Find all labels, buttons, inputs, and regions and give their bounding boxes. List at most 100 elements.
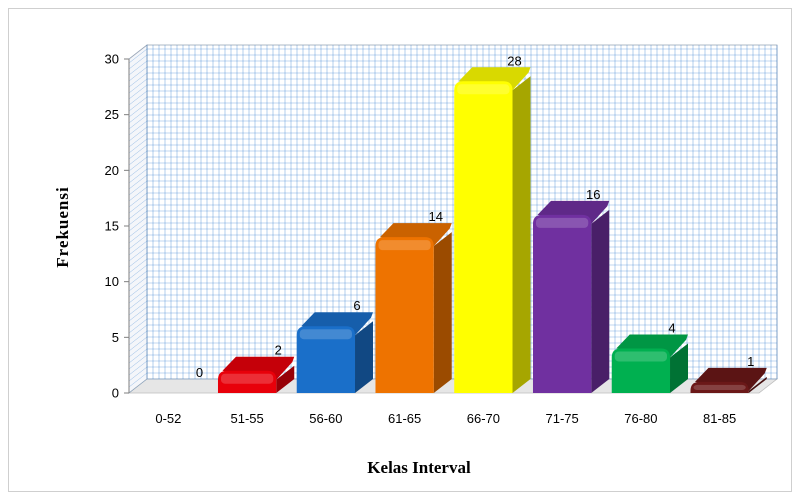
gridline-side: [128, 162, 148, 178]
bar-front-face: [375, 237, 434, 393]
gridline-side: [128, 60, 148, 76]
gridline-side: [128, 180, 148, 196]
gridline-side: [128, 84, 148, 100]
gridline-side: [128, 210, 148, 226]
data-label: 1: [747, 354, 754, 369]
bar-side-face: [512, 76, 531, 394]
data-label: 4: [668, 320, 675, 335]
gridline-side: [128, 300, 148, 316]
bar-61-65: [375, 223, 452, 393]
bar-56-60: [296, 312, 374, 393]
gridline-side: [128, 66, 148, 82]
bar-side-face: [433, 232, 452, 393]
x-tick-label: 61-65: [388, 411, 421, 426]
bar-chart: 0 2 6 14 28 16 4 1 0 5 10 15 20 25 30 0-52 51-55 56-60 6…: [53, 44, 779, 477]
bar-top-face: [694, 367, 767, 391]
gridline-side: [128, 78, 148, 94]
bar-side-face: [748, 376, 767, 393]
y-tick-label: 20: [105, 163, 119, 178]
gridline-side: [128, 294, 148, 310]
gridline-side: [128, 336, 148, 352]
gridline-side: [128, 192, 148, 208]
gridline-side: [128, 276, 148, 292]
y-axis-ticks: 0 5 10 15 20 25 30: [105, 52, 130, 401]
bar-gloss: [693, 384, 746, 390]
gridline-side: [128, 246, 148, 262]
gridline-side: [128, 54, 148, 70]
gridline-side: [128, 360, 148, 376]
gridline-side: [128, 222, 148, 238]
gridline-side: [128, 120, 148, 136]
bar-side-face: [591, 209, 610, 393]
bar-76-80: [611, 334, 689, 393]
bar-front-face: [454, 81, 513, 394]
x-tick-label: 56-60: [309, 411, 342, 426]
gridline-side: [128, 378, 148, 394]
data-label: 14: [429, 209, 443, 224]
gridline-side: [128, 168, 148, 184]
bar-front-face: [296, 326, 356, 393]
gridline-side: [128, 234, 148, 250]
gridline-side: [128, 270, 148, 286]
data-label: 16: [586, 187, 600, 202]
bar-gloss: [614, 351, 668, 362]
y-axis-title: Frekuensi: [53, 186, 72, 267]
bar-front-face: [611, 348, 671, 393]
gridline-side: [128, 264, 148, 280]
gridline-side: [128, 348, 148, 364]
bar-top-face: [458, 67, 531, 91]
gridline-side: [128, 156, 148, 172]
y-tick-label: 15: [105, 219, 119, 234]
data-label: 0: [196, 365, 203, 380]
bar-front-face: [217, 370, 277, 393]
gridline-side: [128, 330, 148, 346]
bar-top-face: [379, 223, 452, 247]
bar-top-face: [537, 200, 610, 224]
gridline-side: [128, 72, 148, 88]
gridline-side: [128, 282, 148, 298]
data-labels: 0 2 6 14 28 16 4 1: [196, 53, 754, 380]
x-tick-label: 51-55: [231, 411, 264, 426]
x-axis-title: Kelas Interval: [367, 458, 471, 477]
y-tick-label: 0: [112, 386, 119, 401]
x-tick-label: 81-85: [703, 411, 736, 426]
bar-front-face: [690, 381, 749, 393]
gridline-side: [128, 150, 148, 166]
bar-top-face: [222, 356, 295, 380]
bars: [217, 67, 767, 394]
gridline-side: [128, 138, 148, 154]
y-tick-label: 10: [105, 274, 119, 289]
y-tick-label: 5: [112, 330, 119, 345]
gridline-side: [128, 342, 148, 358]
x-tick-label: 0-52: [155, 411, 181, 426]
gridline-side: [128, 258, 148, 274]
x-axis-ticks: 0-52 51-55 56-60 61-65 66-70 71-75 76-80 81-85: [155, 411, 736, 426]
bar-side-face: [670, 343, 689, 393]
gridline-side: [128, 240, 148, 256]
gridline-side: [128, 216, 148, 232]
gridline-side: [128, 186, 148, 202]
gridline-side: [128, 228, 148, 244]
bar-66-70: [454, 67, 531, 394]
bar-gloss: [535, 217, 589, 228]
gridline-side: [128, 114, 148, 130]
y-tick-label: 25: [105, 107, 119, 122]
gridline-side: [128, 252, 148, 268]
gridline-side: [128, 108, 148, 124]
gridline-side: [128, 174, 148, 190]
gridline-side: [128, 306, 148, 322]
gridline-side: [128, 126, 148, 142]
data-label: 28: [507, 53, 521, 68]
gridline-side: [128, 288, 148, 304]
bar-gloss: [220, 373, 274, 384]
gridline-side: [128, 324, 148, 340]
gridline-side: [128, 144, 148, 160]
data-label: 6: [353, 298, 360, 313]
gridline-side: [128, 48, 148, 64]
x-tick-label: 76-80: [624, 411, 657, 426]
bar-front-face: [532, 214, 592, 393]
gridline-side: [128, 204, 148, 220]
gridline-side: [128, 312, 148, 328]
y-tick-label: 30: [105, 52, 119, 67]
gridline-side: [128, 198, 148, 214]
